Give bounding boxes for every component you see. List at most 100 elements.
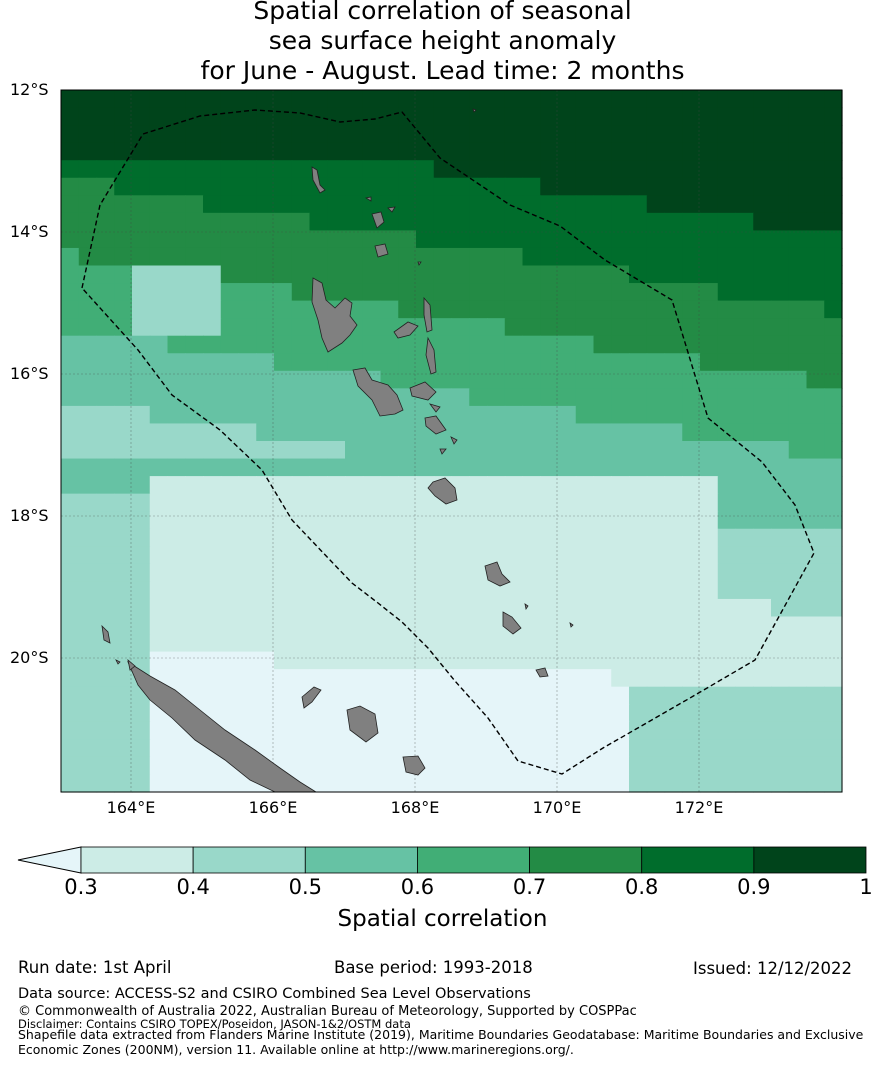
heatmap-cell	[788, 634, 808, 653]
heatmap-cell	[345, 283, 364, 302]
heatmap-cell	[593, 686, 612, 705]
heatmap-cell	[575, 177, 595, 196]
heatmap-cell	[203, 634, 222, 653]
heatmap-cell	[788, 581, 808, 600]
heatmap-cell	[522, 476, 541, 495]
heatmap-cell	[717, 634, 737, 653]
heatmap-cell	[398, 774, 417, 793]
heatmap-cell	[806, 300, 825, 319]
heatmap-cell	[575, 195, 595, 214]
heatmap-cell	[682, 177, 701, 196]
heatmap-cell	[256, 265, 275, 284]
heatmap-cell	[504, 230, 524, 249]
heatmap-cell	[149, 581, 169, 600]
heatmap-cell	[185, 651, 204, 670]
heatmap-cell	[771, 669, 790, 688]
heatmap-cell	[504, 563, 524, 582]
heatmap-cell	[558, 160, 577, 179]
heatmap-cell	[451, 335, 470, 354]
island-espiritu-santo	[311, 277, 358, 353]
heatmap-cell	[540, 634, 559, 653]
heatmap-cell	[575, 405, 595, 425]
heatmap-cell	[114, 107, 133, 126]
heatmap-cell	[664, 335, 683, 354]
heatmap-cell	[398, 546, 417, 565]
heatmap-cell	[522, 563, 541, 582]
heatmap-cell	[682, 616, 701, 635]
heatmap-cell	[345, 247, 364, 267]
heatmap-cell	[824, 511, 843, 530]
heatmap-cell	[114, 405, 133, 425]
heatmap-cell	[132, 441, 151, 460]
heatmap-cell	[185, 563, 204, 582]
heatmap-cell	[291, 651, 311, 670]
heatmap-cell	[522, 388, 541, 407]
heatmap-cell	[558, 335, 577, 354]
heatmap-cell	[806, 353, 825, 372]
heatmap-cell	[61, 546, 80, 565]
lat-label-16s: 16°S	[10, 364, 49, 383]
heatmap-cell	[220, 177, 240, 196]
heatmap-cell	[167, 177, 186, 196]
heatmap-cell	[380, 721, 399, 740]
heatmap-cell	[132, 493, 151, 512]
heatmap-cell	[664, 90, 683, 109]
heatmap-cell	[433, 581, 453, 600]
heatmap-cell	[256, 634, 275, 653]
shapefile-credit-2: Economic Zones (200NM), version 11. Avai…	[18, 1042, 574, 1057]
heatmap-cell	[398, 528, 417, 547]
heatmap-cell	[771, 177, 790, 196]
heatmap-cell	[540, 353, 559, 372]
heatmap-cell	[469, 616, 488, 635]
heatmap-cell	[433, 528, 453, 547]
heatmap-cell	[682, 669, 701, 688]
heatmap-cell	[664, 704, 683, 723]
heatmap-cell	[788, 388, 808, 407]
heatmap-cell	[238, 353, 257, 372]
heatmap-cell	[753, 563, 772, 582]
colorbar-segment	[80, 846, 194, 874]
heatmap-cell	[700, 107, 719, 126]
heatmap-cell	[398, 212, 417, 231]
heatmap-cell	[416, 177, 435, 196]
heatmap-cell	[61, 353, 80, 372]
heatmap-cell	[380, 177, 399, 196]
heatmap-cell	[185, 441, 204, 460]
heatmap-cell	[78, 90, 98, 109]
heatmap-cell	[504, 651, 524, 670]
heatmap-cell	[167, 598, 186, 618]
heatmap-cell	[717, 704, 737, 723]
heatmap-cell	[469, 247, 488, 267]
heatmap-cell	[700, 212, 719, 231]
heatmap-cell	[806, 634, 825, 653]
heatmap-cell	[132, 160, 151, 179]
heatmap-cell	[682, 318, 701, 337]
heatmap-cell	[504, 528, 524, 547]
heatmap-cell	[149, 511, 169, 530]
heatmap-cell	[61, 634, 80, 653]
heatmap-cell	[398, 669, 417, 688]
heatmap-cell	[575, 230, 595, 249]
heatmap-cell	[806, 405, 825, 425]
heatmap-cell	[380, 212, 399, 231]
heatmap-cell	[149, 493, 169, 512]
heatmap-cell	[735, 318, 754, 337]
heatmap-cell	[824, 125, 843, 144]
heatmap-cell	[256, 353, 275, 372]
heatmap-cell	[149, 616, 169, 635]
heatmap-cell	[451, 160, 470, 179]
heatmap-cell	[735, 353, 754, 372]
heatmap-cell	[700, 721, 719, 740]
island-paama	[428, 403, 441, 413]
heatmap-cell	[629, 669, 648, 688]
heatmap-cell	[256, 511, 275, 530]
heatmap-cell	[220, 458, 240, 477]
heatmap-cell	[504, 493, 524, 512]
heatmap-cell	[575, 634, 595, 653]
heatmap-cell	[61, 160, 80, 179]
heatmap-cell	[717, 546, 737, 565]
heatmap-cell	[540, 546, 559, 565]
heatmap-cell	[504, 300, 524, 319]
heatmap-cell	[611, 581, 630, 600]
heatmap-cell	[629, 90, 648, 109]
